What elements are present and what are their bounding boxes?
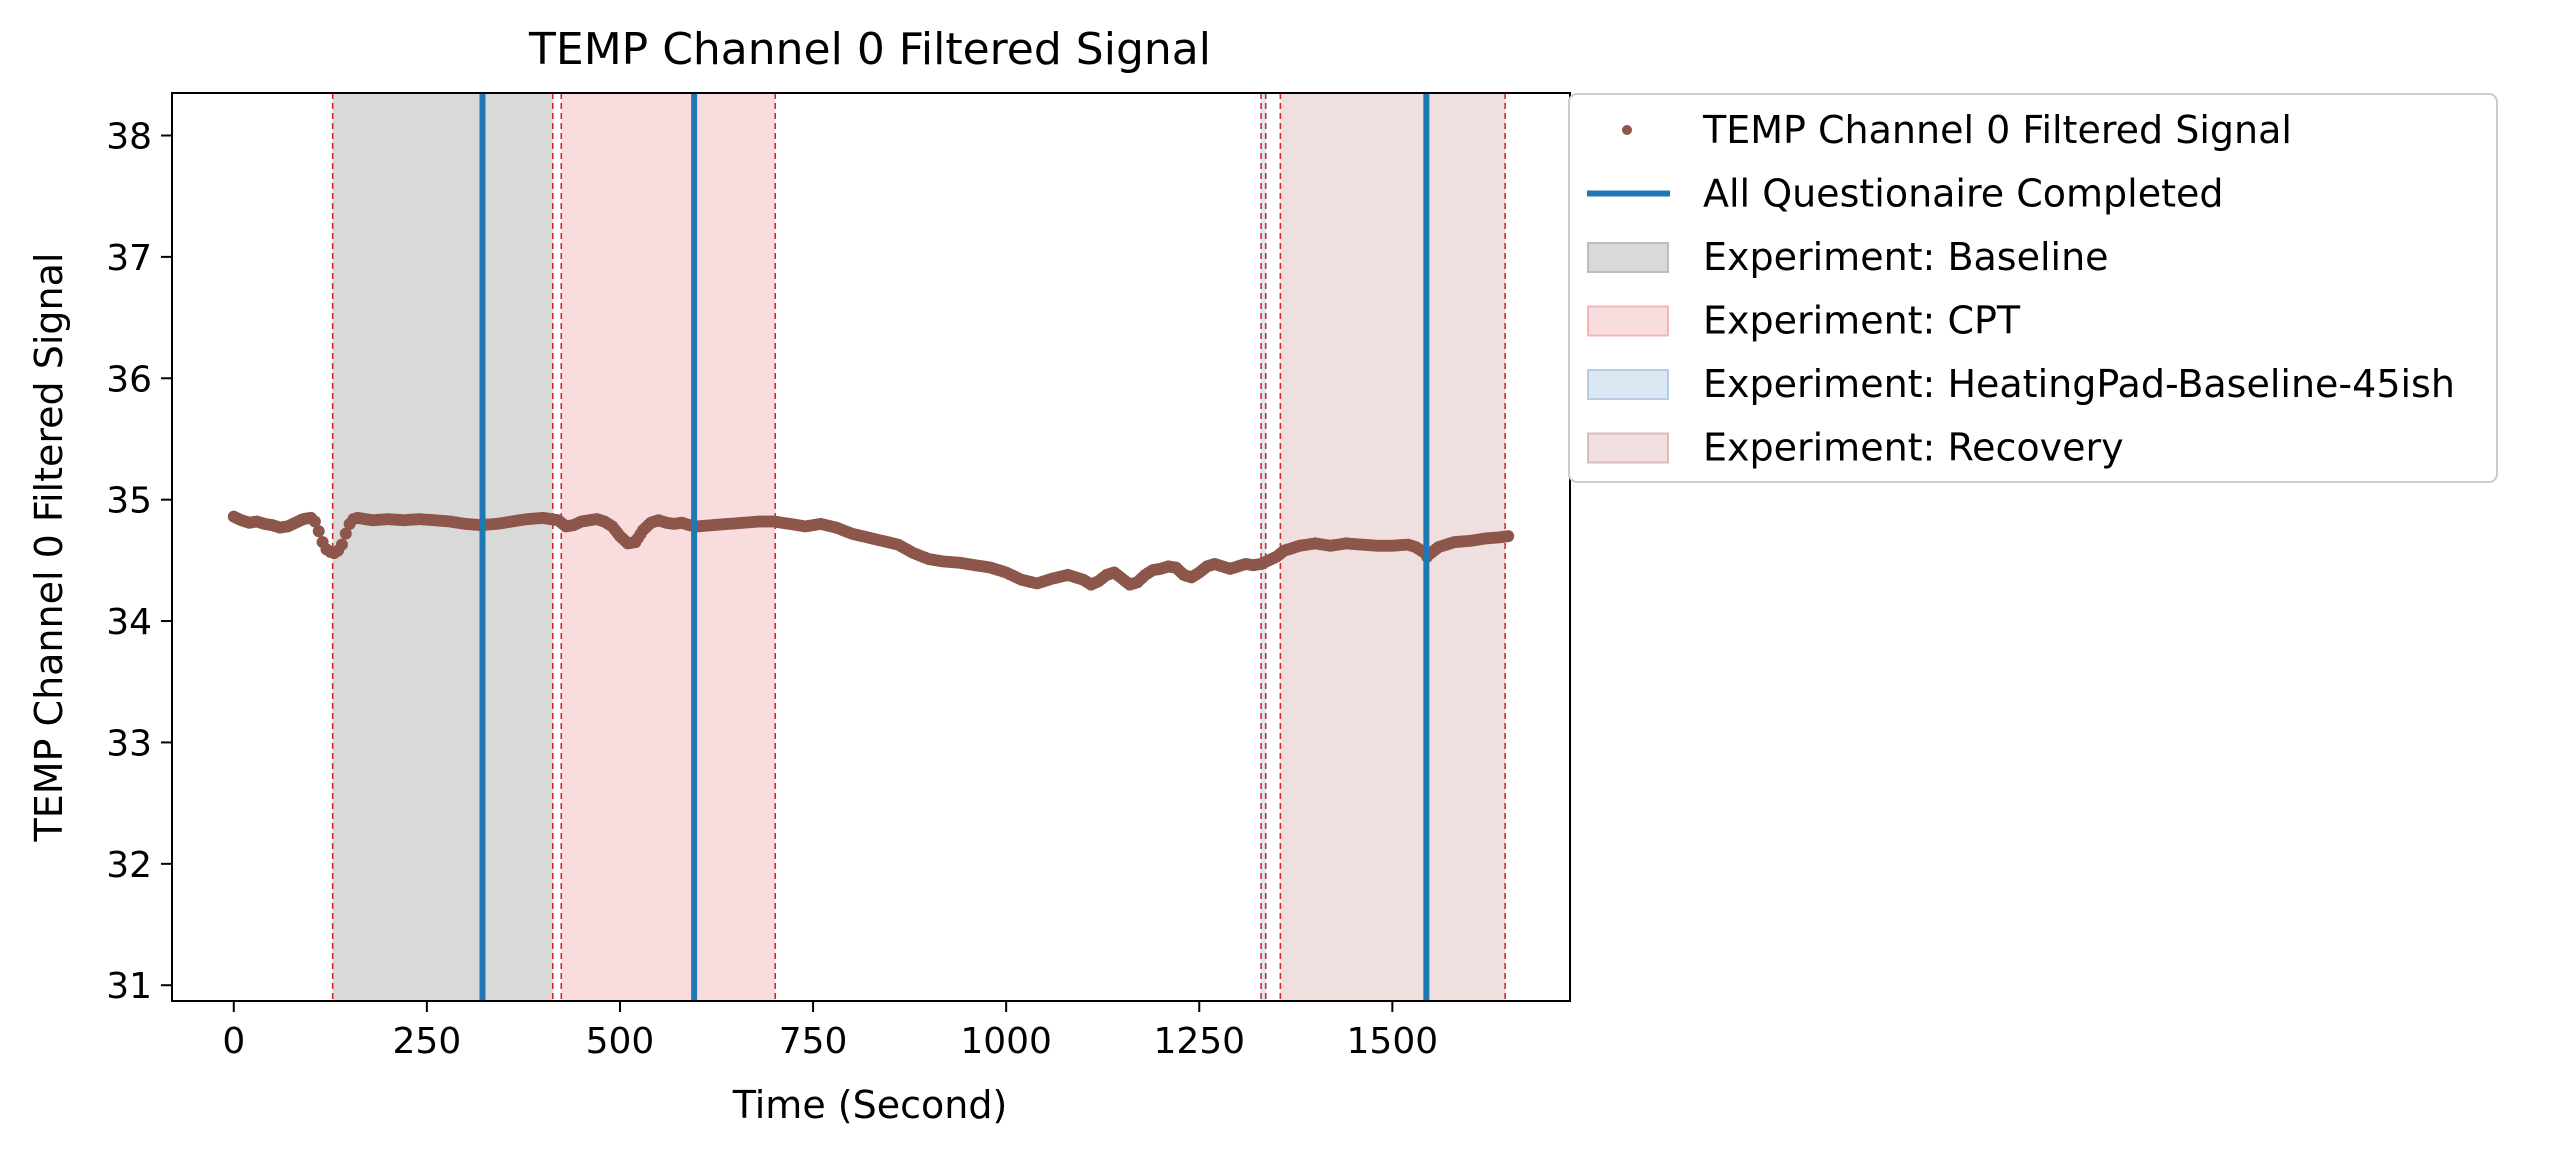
y-tick-label: 35 bbox=[106, 481, 152, 522]
legend-label: Experiment: CPT bbox=[1703, 299, 2021, 343]
legend-label: Experiment: Recovery bbox=[1703, 426, 2124, 470]
signal-point bbox=[312, 525, 325, 538]
legend-label: All Questionaire Completed bbox=[1703, 172, 2224, 216]
legend-label: TEMP Channel 0 Filtered Signal bbox=[1702, 108, 2292, 152]
x-tick-label: 250 bbox=[393, 1021, 462, 1062]
y-tick-label: 36 bbox=[106, 359, 152, 400]
x-tick-label: 500 bbox=[586, 1021, 655, 1062]
x-tick-label: 1500 bbox=[1347, 1021, 1439, 1062]
signal-point bbox=[308, 515, 321, 528]
region-2 bbox=[1261, 93, 1266, 1001]
legend-marker-signal bbox=[1622, 125, 1632, 135]
legend-patch bbox=[1587, 305, 1669, 337]
signal-point bbox=[335, 538, 348, 551]
x-tick-label: 0 bbox=[222, 1021, 245, 1062]
legend-label: Experiment: Baseline bbox=[1703, 235, 2109, 279]
axes-frame bbox=[171, 92, 1571, 1002]
legend-label: Experiment: HeatingPad-Baseline-45ish bbox=[1703, 362, 2455, 406]
signal-point bbox=[1502, 530, 1515, 543]
y-axis-label: TEMP Channel 0 Filtered Signal bbox=[27, 253, 71, 843]
legend-patch bbox=[1587, 369, 1669, 400]
y-tick-label: 33 bbox=[106, 723, 152, 764]
y-tick-label: 38 bbox=[106, 116, 152, 157]
x-tick-label: 1000 bbox=[960, 1021, 1052, 1062]
signal-point bbox=[339, 527, 352, 540]
y-tick-label: 32 bbox=[106, 845, 152, 886]
region-0 bbox=[332, 93, 553, 1001]
y-axis-ticks: 31 32 33 34 35 36 37 38 bbox=[106, 116, 172, 1007]
x-tick-label: 1250 bbox=[1153, 1021, 1245, 1062]
y-tick-label: 34 bbox=[106, 602, 152, 643]
plot-area bbox=[171, 92, 1571, 1002]
region-1 bbox=[561, 93, 776, 1001]
x-axis-ticks: 0 250 500 750 1000 1250 1500 bbox=[222, 1001, 1438, 1062]
y-tick-label: 37 bbox=[106, 238, 152, 279]
legend-patch bbox=[1587, 242, 1669, 273]
questionnaire-lines-layer bbox=[479, 93, 1430, 1001]
chart-title: TEMP Channel 0 Filtered Signal bbox=[528, 24, 1211, 75]
legend-patch bbox=[1587, 432, 1669, 464]
y-tick-label: 31 bbox=[106, 966, 152, 1007]
x-tick-label: 750 bbox=[779, 1021, 848, 1062]
legend-frame bbox=[1568, 93, 2498, 483]
legend: TEMP Channel 0 Filtered Signal All Questi… bbox=[1568, 93, 2498, 483]
x-axis-label: Time (Second) bbox=[732, 1083, 1008, 1127]
signal-points-layer bbox=[227, 510, 1515, 591]
